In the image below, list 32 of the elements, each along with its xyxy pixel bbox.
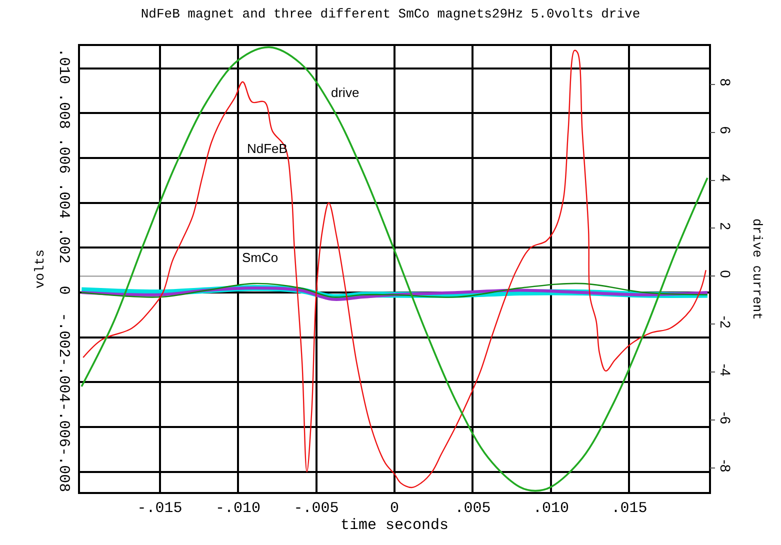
x-tick-label: -.010 <box>216 500 261 517</box>
y2-tick-label: 0 <box>718 270 734 278</box>
y2-tick-label: 6 <box>718 126 734 134</box>
x-tick-label: .010 <box>532 500 569 517</box>
y-tick-label: .010 <box>55 48 72 84</box>
y2-tick-label: -8 <box>718 460 734 472</box>
y2-axis-title: drive current <box>750 218 764 320</box>
x-tick-label: .005 <box>454 500 491 517</box>
annotation: drive <box>331 85 360 100</box>
y-tick-label: 0 <box>55 286 72 295</box>
y-axis-title: volts <box>32 249 48 289</box>
x-tick-label: 0 <box>390 500 400 517</box>
y2-tick-label: -4 <box>718 364 734 376</box>
y2-tick-label: 4 <box>718 174 734 182</box>
y-tick-label: -.006 <box>55 402 72 448</box>
y-tick-label: -.002 <box>55 312 72 358</box>
x-axis-title: time seconds <box>340 517 449 534</box>
y2-tick-label: 2 <box>718 222 734 230</box>
y2-tick-label: -2 <box>718 316 734 328</box>
y-tick-label: -.004 <box>55 357 72 402</box>
y-tick-label: .004 <box>55 182 72 219</box>
y-tick-label: .008 <box>55 92 72 129</box>
y-tick-label: -.008 <box>55 447 72 492</box>
y2-tick-label: -6 <box>718 412 734 424</box>
y2-tick-label: 8 <box>718 78 734 86</box>
chart-title: NdFeB magnet and three different SmCo magnets29Hz 5.0volts drive <box>140 6 640 22</box>
y-tick-label: .002 <box>55 227 72 264</box>
y-tick-label: .006 <box>55 138 72 174</box>
x-tick-label: -.005 <box>294 500 339 517</box>
x-tick-label: .015 <box>611 500 648 517</box>
annotation: SmCo <box>242 250 278 265</box>
x-tick-label: -.015 <box>137 500 182 517</box>
